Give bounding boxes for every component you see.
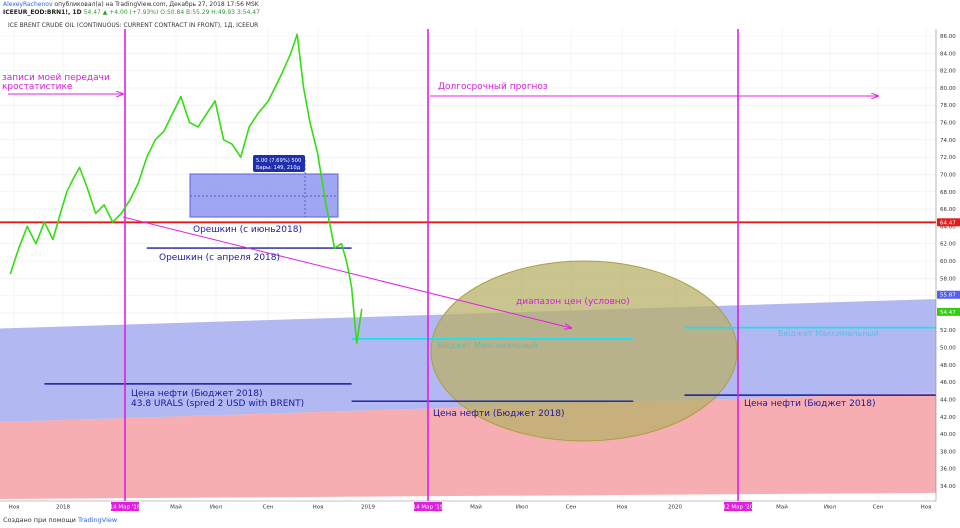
label-budget-max-b: Бюджет Максимальный [778,329,879,338]
x-tick-highlight [111,502,139,511]
footer: Создано при помощи TradingView [3,516,117,524]
price-badge [937,290,960,299]
annotation-price-range: диапазон цен (условно) [516,297,630,307]
y-tick-label: 70.00 [940,172,956,178]
y-tick-label: 80.00 [940,86,956,92]
price-range-ellipse [430,260,738,442]
chart-description: ICE BRENT CRUDE OIL (CONTINUOUS: CURRENT… [8,22,259,29]
y-tick-label: 62.00 [940,242,956,248]
x-tick-label: 12 Мар '20 [723,505,754,511]
y-tick-label: 50.00 [940,346,956,352]
y-tick-label: 78.00 [940,103,956,109]
x-tick-label: 2020 [668,505,682,511]
y-tick-label: 84.00 [940,51,956,57]
price-badge [937,307,960,316]
symbol-name: ICEEUR_EOD:BRN1!, 1D [3,9,82,16]
y-tick-label: 44.00 [940,397,956,403]
published-text: опубликовал(а) на TradingView.com, Декаб… [54,1,259,8]
y-tick-label: 58.00 [940,276,956,282]
y-tick-label: 68.00 [940,190,956,196]
x-tick-label: Май [776,504,788,511]
measure-tooltip-line1: 5.00 (7.69%) 500 [256,158,301,164]
label-budget-2018-c: Цена нефти (Бюджет 2018) [744,399,876,409]
x-tick-label: 14 Мар '19 [413,505,444,511]
y-tick-label: 46.00 [940,380,956,386]
label-budget-2018-a: Цена нефти (Бюджет 2018) 43.8 URALS (spre… [131,389,304,409]
annotation-broadcast-1: записи моей передачи [2,73,110,83]
forecast-arrow-line [122,216,571,328]
label-oreshkin-april: Орешкин (с апреля 2018) [159,253,280,263]
symbol-line: ICEEUR_EOD:BRN1!, 1D 54.47 ▲ +4.00 (+7.9… [3,9,260,17]
y-tick-label: 66.00 [940,207,956,213]
red-zone [0,392,936,499]
x-tick-label: Ноя [921,505,932,511]
y-tick-label: 64.00 [940,224,956,230]
price-badges: 64.47 55.87 54.47 [937,218,960,316]
x-tick-label: Июл [210,505,223,511]
x-tick-label: 14 Мар '18 [110,505,141,511]
x-tick-label: Июл [516,505,529,511]
x-tick-highlight [724,502,752,511]
y-tick-label: 86.00 [940,34,956,40]
y-tick-label: 34.00 [940,484,956,490]
x-tick-label: Май [470,504,482,511]
x-tick-label: 2019 [361,505,375,511]
y-tick-label: 36.00 [940,467,956,473]
y-tick-label: 40.00 [940,432,956,438]
x-tick-label: Ноя [617,505,628,511]
x-tick-label: Ноя [313,505,324,511]
label-budget-max-a: Бюджет Максимальный [437,341,538,350]
y-tick-label: 52.00 [940,328,956,334]
label-oreshkin-june: Орешкин (с июнь2018) [193,225,302,235]
measure-tooltip-line2: Бары: 149, 210д [256,165,301,171]
x-tick-label: Май [170,504,182,511]
y-tick-label: 72.00 [940,155,956,161]
annotation-broadcast-2: кростатистике [2,82,73,92]
price-badge-label: 64.47 [940,220,956,226]
author-name[interactable]: AlexeyRachenov [3,1,53,8]
measure-tooltip [253,155,305,172]
measure-box [189,173,339,218]
price-badge-label: 54.47 [940,310,956,316]
x-tick-label: Сен [873,505,884,511]
x-tick-label: Сен [263,505,274,511]
chart-header: AlexeyRachenov опубликовал(а) на Trading… [3,1,259,9]
y-tick-label: 74.00 [940,138,956,144]
annotation-long-term: Долгосрочный прогноз [438,82,548,92]
ohlc-values: 54.47 ▲ +4.00 (+7.93%) О:50.84 В:55.29 Н… [83,9,260,16]
x-tick-label: Сен [566,505,577,511]
y-tick-label: 42.00 [940,415,956,421]
x-axis[interactable]: Ноя 2018 14 Мар '18 Май Июл Сен Ноя 2019 14 Мар … [9,502,932,511]
price-series-line [9,33,363,345]
x-tick-label: 2018 [56,505,70,511]
y-tick-label: 38.00 [940,449,956,455]
price-badge [937,218,960,227]
y-tick-label: 60.00 [940,259,956,265]
y-tick-label: 82.00 [940,69,956,75]
tradingview-logo[interactable]: TradingView [77,516,118,524]
x-tick-label: Июл [824,505,837,511]
footer-created: Создано при помощи [3,516,76,524]
label-budget-2018-b: Цена нефти (Бюджет 2018) [433,409,565,419]
y-axis[interactable]: 34.00 36.00 38.00 40.00 42.00 44.00 46.00 48.00… [940,34,956,490]
y-tick-label: 76.00 [940,121,956,127]
x-tick-label: Ноя [9,505,20,511]
price-badge-label: 55.87 [940,293,956,299]
x-tick-highlight [414,502,442,511]
y-tick-label: 48.00 [940,363,956,369]
